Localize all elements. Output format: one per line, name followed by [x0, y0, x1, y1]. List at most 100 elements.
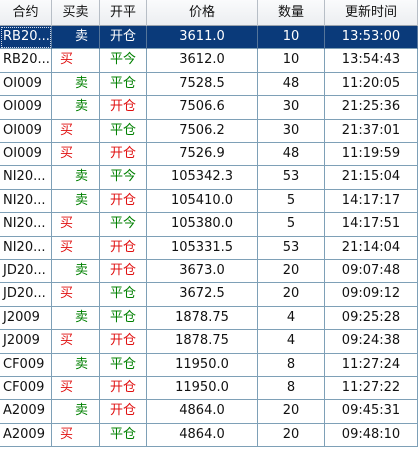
side-cell: 卖 [52, 96, 100, 120]
offset-cell: 平今 [100, 213, 147, 237]
offset-cell: 开仓 [100, 26, 147, 49]
time-cell: 09:24:38 [325, 330, 418, 354]
table-row[interactable]: A2009 卖开仓 4864.0 20 09:45:31 [0, 400, 418, 424]
price-cell: 3673.0 [147, 260, 258, 283]
time-cell: 14:17:51 [325, 213, 418, 237]
table-row[interactable]: CF009 买 开仓 11950.0 8 11:27:22 [0, 377, 418, 401]
column-header-offset[interactable]: 开平 [100, 0, 147, 26]
quantity-cell: 20 [258, 400, 325, 424]
time-cell: 14:17:17 [325, 189, 418, 213]
side-cell: 买 [52, 236, 100, 260]
price-cell: 3611.0 [147, 26, 258, 49]
quantity-cell: 20 [258, 423, 325, 447]
contract-cell: J2009 [0, 306, 52, 330]
side-cell: 卖 [52, 306, 100, 330]
quantity-cell: 53 [258, 236, 325, 260]
sell-label: 卖 [75, 192, 89, 208]
buy-label: 买 [60, 216, 74, 232]
time-cell: 11:27:22 [325, 377, 418, 400]
offset-cell: 平仓 [100, 72, 147, 96]
contract-cell: NI20... [0, 236, 52, 260]
time-cell: 21:14:04 [325, 236, 418, 260]
time-cell: 11:20:05 [325, 72, 418, 96]
buy-label: 买 [60, 239, 74, 255]
side-cell: 买 [52, 423, 100, 447]
contract-cell: NI20... [0, 189, 52, 213]
quantity-cell: 20 [258, 283, 325, 307]
price-cell: 4864.0 [147, 423, 258, 447]
column-header-quantity[interactable]: 数量 [258, 0, 325, 26]
table-row[interactable]: OI009 卖平仓 7528.5 48 11:20:05 [0, 72, 418, 97]
sell-label: 卖 [75, 309, 89, 325]
table-row[interactable]: RB20... 买 平今 3612.0 10 13:54:43 [0, 49, 418, 73]
table-row[interactable]: A2009 买 平仓 4864.0 20 09:48:10 [0, 423, 418, 448]
offset-cell: 平仓 [100, 119, 147, 143]
offset-cell: 平仓 [100, 423, 147, 447]
price-cell: 4864.0 [147, 400, 258, 424]
side-cell: 卖 [52, 26, 100, 49]
side-cell: 卖 [52, 72, 100, 96]
table-row[interactable]: CF009 卖平仓 11950.0 8 11:27:24 [0, 353, 418, 377]
time-cell: 21:15:04 [325, 166, 418, 190]
side-cell: 卖 [52, 189, 100, 213]
price-cell: 105342.3 [147, 166, 258, 190]
time-cell: 13:53:00 [325, 26, 418, 49]
buy-label: 买 [60, 380, 74, 395]
buy-label: 买 [60, 333, 74, 349]
side-cell: 卖 [52, 400, 100, 424]
price-cell: 7506.2 [147, 119, 258, 143]
contract-cell: A2009 [0, 423, 52, 447]
side-cell: 卖 [52, 166, 100, 190]
table-row[interactable]: NI20... 买 平今 105380.0 5 14:17:51 [0, 213, 418, 237]
table-row[interactable]: OI009 卖开仓 7506.6 30 21:25:36 [0, 96, 418, 120]
table-row[interactable]: OI009 买 平仓 7506.2 30 21:37:01 [0, 119, 418, 143]
contract-cell: A2009 [0, 400, 52, 424]
side-cell: 买 [52, 119, 100, 143]
table-row[interactable]: RB20... 卖开仓 3611.0 10 13:53:00 [0, 26, 418, 50]
table-row[interactable]: NI20... 卖开仓 105410.0 5 14:17:17 [0, 189, 418, 214]
column-header-contract[interactable]: 合约 [0, 0, 52, 26]
time-cell: 09:48:10 [325, 423, 418, 447]
price-cell: 7526.9 [147, 143, 258, 166]
contract-cell: JD20... [0, 283, 52, 307]
column-header-update-time[interactable]: 更新时间 [325, 0, 418, 26]
price-cell: 1878.75 [147, 306, 258, 330]
price-cell: 7528.5 [147, 72, 258, 96]
column-header-side[interactable]: 买卖 [52, 0, 100, 26]
contract-cell: NI20... [0, 213, 52, 237]
table-header: 合约 买卖 开平 价格 数量 更新时间 [0, 0, 418, 26]
table-row[interactable]: JD20... 卖开仓 3673.0 20 09:07:48 [0, 260, 418, 284]
sell-label: 卖 [75, 29, 89, 44]
time-cell: 09:25:28 [325, 306, 418, 330]
offset-cell: 开仓 [100, 377, 147, 400]
table-row[interactable]: J2009 买 开仓 1878.75 4 09:24:38 [0, 330, 418, 354]
contract-cell: OI009 [0, 72, 52, 96]
table-row[interactable]: NI20... 买 开仓 105331.5 53 21:14:04 [0, 236, 418, 260]
table-row[interactable]: JD20... 买 平仓 3672.5 20 09:09:12 [0, 283, 418, 307]
price-cell: 105410.0 [147, 189, 258, 213]
time-cell: 11:19:59 [325, 143, 418, 166]
side-cell: 卖 [52, 260, 100, 283]
contract-cell: RB20... [0, 26, 52, 49]
time-cell: 09:07:48 [325, 260, 418, 283]
price-cell: 11950.0 [147, 353, 258, 377]
table-row[interactable]: J2009 卖平仓 1878.75 4 09:25:28 [0, 306, 418, 331]
contract-cell: JD20... [0, 260, 52, 283]
sell-label: 卖 [75, 403, 89, 419]
quantity-cell: 8 [258, 353, 325, 377]
buy-label: 买 [60, 426, 74, 442]
price-cell: 1878.75 [147, 330, 258, 354]
quantity-cell: 30 [258, 96, 325, 120]
quantity-cell: 53 [258, 166, 325, 190]
sell-label: 卖 [75, 356, 89, 372]
buy-label: 买 [60, 52, 74, 68]
offset-cell: 平仓 [100, 306, 147, 330]
offset-cell: 开仓 [100, 236, 147, 260]
table-row[interactable]: OI009 买 开仓 7526.9 48 11:19:59 [0, 143, 418, 167]
column-header-price[interactable]: 价格 [147, 0, 258, 26]
quantity-cell: 4 [258, 306, 325, 330]
buy-label: 买 [60, 286, 74, 302]
contract-cell: CF009 [0, 353, 52, 377]
table-row[interactable]: NI20... 卖平今 105342.3 53 21:15:04 [0, 166, 418, 190]
